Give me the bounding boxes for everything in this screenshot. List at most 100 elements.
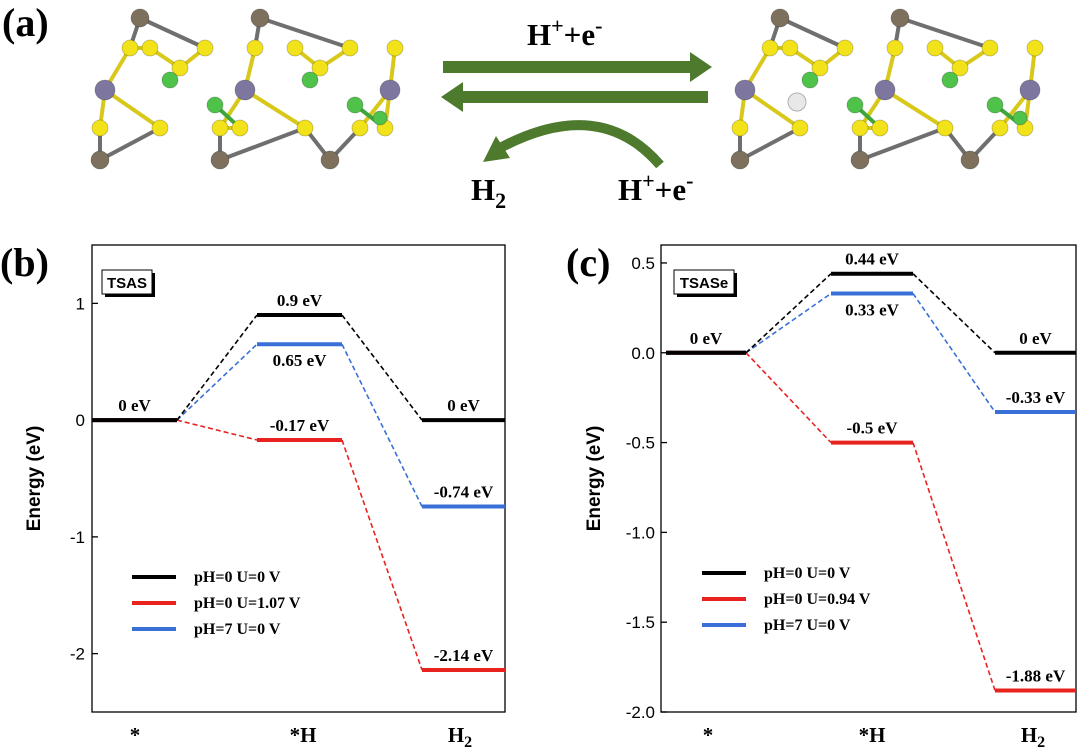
y-axis-label: Energy (eV) bbox=[24, 426, 45, 532]
atom bbox=[372, 110, 388, 126]
atom bbox=[379, 79, 401, 101]
legend-entry: pH=7 U=0 V bbox=[194, 621, 281, 638]
connector-line bbox=[912, 442, 996, 691]
chart-badge: TSASe bbox=[680, 275, 728, 292]
energy-value-label: 0 eV bbox=[690, 329, 723, 348]
x-category-label: H2 bbox=[1021, 723, 1045, 751]
atom bbox=[811, 59, 829, 77]
atom bbox=[161, 71, 179, 89]
atom bbox=[951, 59, 969, 77]
y-tick-label: -1.5 bbox=[626, 613, 655, 632]
atom bbox=[1026, 39, 1044, 57]
atom bbox=[791, 119, 809, 137]
atom bbox=[1012, 110, 1028, 126]
chart-tsase: 0.5 0.0 -0.5 -1.0 -1.5 -2.0 Energy (eV) * *H H2 TS… bbox=[584, 244, 1077, 751]
atom bbox=[936, 119, 954, 137]
backward-arrow bbox=[441, 82, 708, 112]
y-tick-label: 0.5 bbox=[631, 254, 655, 273]
y-tick-label: -0.5 bbox=[626, 434, 655, 453]
energy-value-label: -0.33 eV bbox=[1006, 388, 1066, 407]
atom bbox=[286, 39, 304, 57]
atom bbox=[301, 71, 319, 89]
hydrogen-atom bbox=[787, 92, 807, 112]
x-category-label: * bbox=[703, 723, 714, 747]
y-tick-label: -1.0 bbox=[626, 523, 655, 542]
y-axis-label: Energy (eV) bbox=[584, 426, 605, 532]
atom bbox=[231, 119, 249, 137]
x-category-label: *H bbox=[290, 723, 317, 747]
atom bbox=[210, 150, 230, 170]
atom bbox=[94, 79, 116, 101]
atom bbox=[986, 96, 1004, 114]
connector-line bbox=[745, 273, 832, 354]
atom bbox=[836, 39, 854, 57]
atom bbox=[320, 150, 340, 170]
legend-entry: pH=0 U=1.07 V bbox=[194, 595, 301, 612]
bond bbox=[243, 88, 307, 130]
atom bbox=[311, 59, 329, 77]
badge-box bbox=[101, 269, 153, 295]
legend-entry: pH=7 U=0 V bbox=[764, 617, 851, 634]
atom bbox=[296, 119, 314, 137]
connector-line bbox=[176, 314, 258, 421]
energy-value-label: 0.9 eV bbox=[277, 291, 323, 310]
atom bbox=[250, 8, 270, 28]
reactant-label: H++e- bbox=[618, 168, 693, 207]
x-category-label: H2 bbox=[448, 723, 472, 751]
atom bbox=[960, 150, 980, 170]
atom bbox=[801, 71, 819, 89]
atom bbox=[151, 119, 169, 137]
connector-line bbox=[745, 352, 832, 444]
product-h2-label: H2 bbox=[471, 172, 506, 213]
bond bbox=[259, 16, 351, 50]
legend-entry: pH=0 U=0.94 V bbox=[764, 591, 871, 608]
bond bbox=[103, 88, 162, 130]
energy-value-label: -1.88 eV bbox=[1006, 666, 1066, 685]
y-tick-label: 1 bbox=[76, 294, 85, 313]
atom bbox=[770, 8, 790, 28]
y-tick-label: -1 bbox=[70, 528, 85, 547]
energy-value-label: 0.65 eV bbox=[273, 351, 328, 370]
atom bbox=[846, 96, 864, 114]
forward-reaction-label: H++e- bbox=[527, 13, 602, 52]
atom bbox=[761, 39, 779, 57]
energy-value-label: -0.74 eV bbox=[434, 483, 494, 502]
bond bbox=[743, 88, 802, 130]
connector-line bbox=[912, 293, 996, 413]
atom bbox=[1019, 79, 1041, 101]
y-tick-label: -2 bbox=[70, 645, 85, 664]
panel-b-label: (b) bbox=[0, 240, 49, 285]
connector-line bbox=[912, 273, 996, 354]
energy-value-label: 0 eV bbox=[118, 396, 151, 415]
atom bbox=[926, 39, 944, 57]
badge-box bbox=[673, 269, 735, 295]
chart-tsas: 1 0 -1 -2 Energy (eV) * *H H2 TSAS 0.65 eV -0.74 e… bbox=[24, 244, 506, 751]
connector-line bbox=[745, 292, 832, 354]
connector-line bbox=[176, 343, 258, 421]
connector-line bbox=[341, 439, 423, 671]
plot-frame bbox=[660, 244, 1077, 713]
bond bbox=[859, 126, 946, 162]
atom bbox=[141, 39, 159, 57]
reaction-scheme: H++e- H++e- H2 bbox=[441, 13, 712, 213]
bond bbox=[779, 16, 846, 50]
atom bbox=[871, 119, 889, 137]
atom bbox=[981, 39, 999, 57]
curved-arrow-head bbox=[483, 136, 510, 162]
chart-badge: TSAS bbox=[107, 275, 147, 292]
atom bbox=[874, 79, 896, 101]
atom bbox=[730, 150, 750, 170]
x-category-label: * bbox=[130, 723, 141, 747]
energy-value-label: 0 eV bbox=[447, 396, 480, 415]
bond bbox=[139, 16, 206, 50]
atom bbox=[171, 59, 189, 77]
y-tick-label: 0 bbox=[76, 411, 85, 430]
atom bbox=[991, 119, 1009, 137]
bond bbox=[883, 88, 947, 130]
atom bbox=[121, 39, 139, 57]
energy-value-label: 0.33 eV bbox=[845, 300, 900, 319]
atom bbox=[196, 39, 214, 57]
connector-line bbox=[341, 343, 423, 507]
atom bbox=[351, 119, 369, 137]
atom bbox=[386, 39, 404, 57]
